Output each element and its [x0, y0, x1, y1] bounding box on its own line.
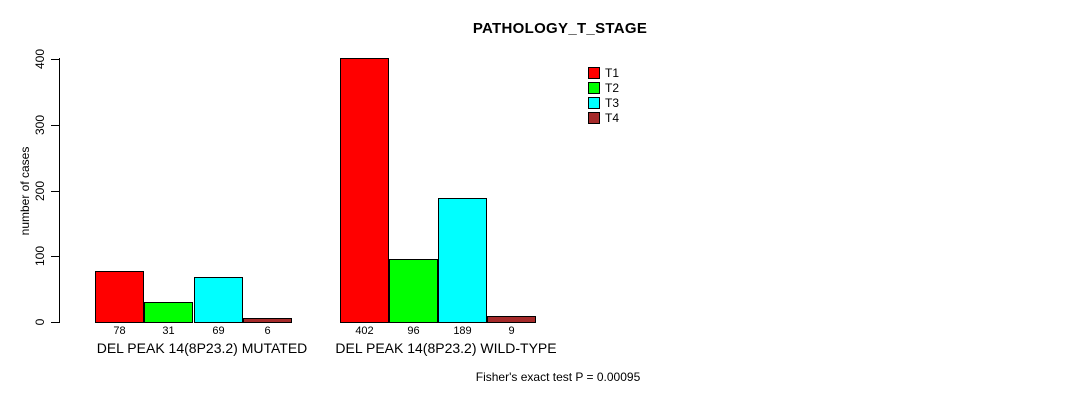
y-axis-title: number of cases [18, 146, 32, 236]
chart-title: PATHOLOGY_T_STAGE [472, 20, 648, 37]
bar-value-label: 78 [113, 325, 126, 337]
legend-swatch-t1 [588, 67, 600, 79]
bar-t3-group0 [194, 277, 243, 323]
bar-t2-group1 [389, 259, 438, 323]
bar-value-label: 6 [264, 325, 271, 337]
legend-swatch-t3 [588, 97, 600, 109]
bar-value-label: 96 [407, 325, 420, 337]
bar-t3-group1 [438, 198, 487, 323]
bar-value-label: 402 [355, 325, 374, 337]
y-tick [51, 59, 59, 60]
legend-label-t4: T4 [605, 111, 620, 125]
y-tick-label: 0 [33, 318, 47, 326]
legend-label-t2: T2 [605, 81, 620, 95]
bar-value-label: 69 [212, 325, 225, 337]
bar-t1-group1 [340, 58, 389, 323]
bar-t1-group0 [95, 271, 144, 323]
legend-swatch-t2 [588, 82, 600, 94]
bar-t4-group0 [243, 318, 292, 323]
bar-t2-group0 [144, 302, 193, 323]
bar-value-label: 9 [508, 325, 515, 337]
bar-value-label: 31 [162, 325, 175, 337]
y-tick-label: 400 [33, 48, 47, 70]
y-tick-label: 200 [33, 180, 47, 202]
y-tick [51, 322, 59, 323]
y-tick-label: 100 [33, 245, 47, 267]
y-tick-label: 300 [33, 114, 47, 136]
y-axis-line [59, 58, 60, 323]
bar-t4-group1 [487, 316, 536, 323]
legend-label-t1: T1 [605, 66, 620, 80]
category-label: DEL PEAK 14(8P23.2) MUTATED [96, 340, 308, 356]
y-tick [51, 125, 59, 126]
legend-label-t3: T3 [605, 96, 620, 110]
y-tick [51, 256, 59, 257]
bar-value-label: 189 [453, 325, 472, 337]
stat-test-caption: Fisher's exact test P = 0.00095 [475, 370, 641, 384]
category-label: DEL PEAK 14(8P23.2) WILD-TYPE [335, 340, 557, 356]
legend-swatch-t4 [588, 112, 600, 124]
y-tick [51, 191, 59, 192]
